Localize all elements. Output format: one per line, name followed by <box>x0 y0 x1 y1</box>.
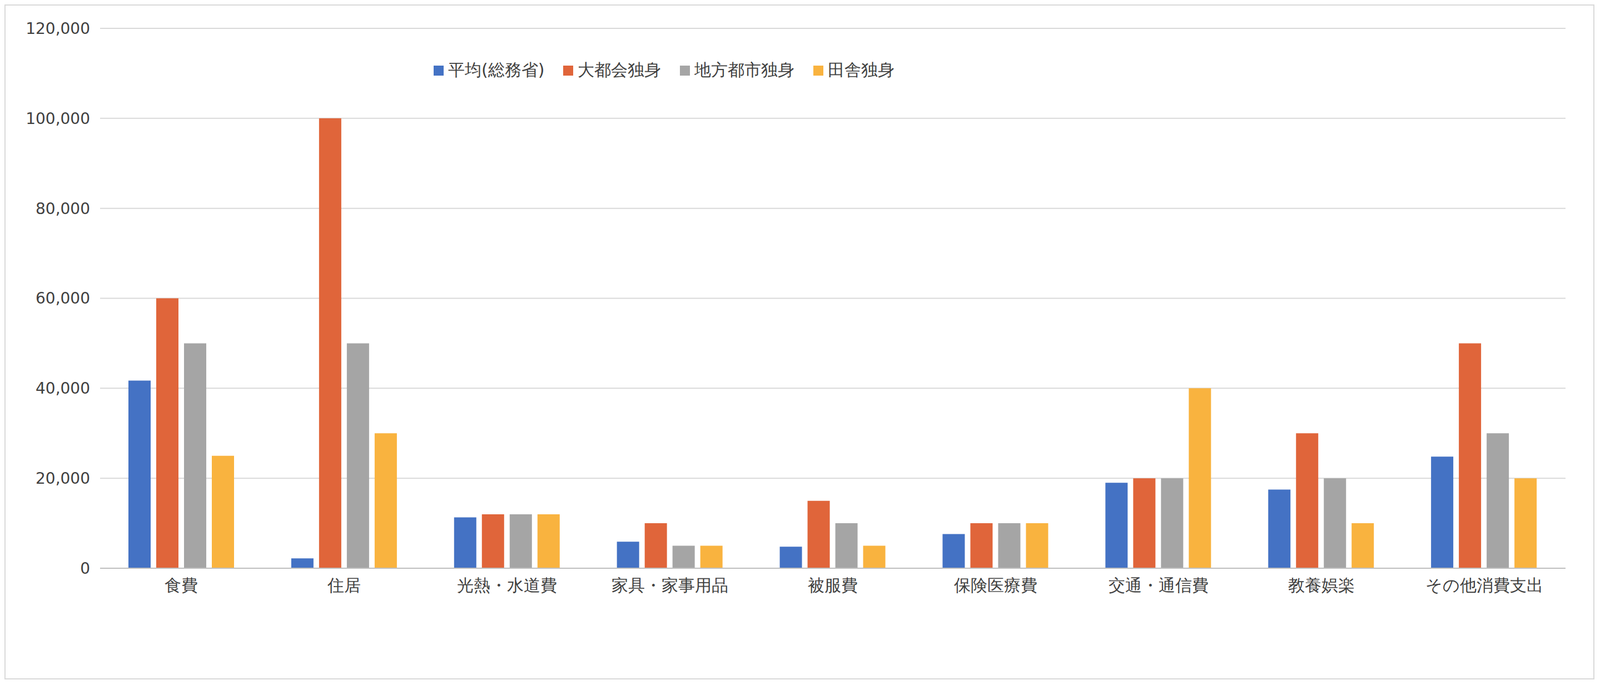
svg-text:保険医療費: 保険医療費 <box>953 575 1038 595</box>
svg-text:被服費: 被服費 <box>807 575 858 595</box>
svg-text:120,000: 120,000 <box>25 19 91 38</box>
svg-text:住居: 住居 <box>326 575 361 595</box>
svg-text:80,000: 80,000 <box>35 199 91 218</box>
svg-text:100,000: 100,000 <box>25 109 91 128</box>
svg-text:教養娯楽: 教養娯楽 <box>1288 575 1355 595</box>
html-text:田舎独身: 田舎独身 <box>828 60 895 80</box>
svg-text:60,000: 60,000 <box>35 289 91 308</box>
html-text:大都会独身: 大都会独身 <box>577 60 662 80</box>
svg-text:家具・家事用品: 家具・家事用品 <box>611 575 729 595</box>
svg-text:0: 0 <box>80 559 91 578</box>
html-text:平均(総務省): 平均(総務省) <box>448 60 545 80</box>
svg-text:その他消費支出: その他消費支出 <box>1425 575 1544 595</box>
html-text:地方都市独身: 地方都市独身 <box>694 60 795 80</box>
svg-text:光熱・水道費: 光熱・水道費 <box>456 575 558 595</box>
svg-text:交通・通信費: 交通・通信費 <box>1108 575 1209 595</box>
svg-text:40,000: 40,000 <box>35 379 91 398</box>
svg-text:20,000: 20,000 <box>35 469 91 488</box>
svg-text:食費: 食費 <box>164 575 198 595</box>
